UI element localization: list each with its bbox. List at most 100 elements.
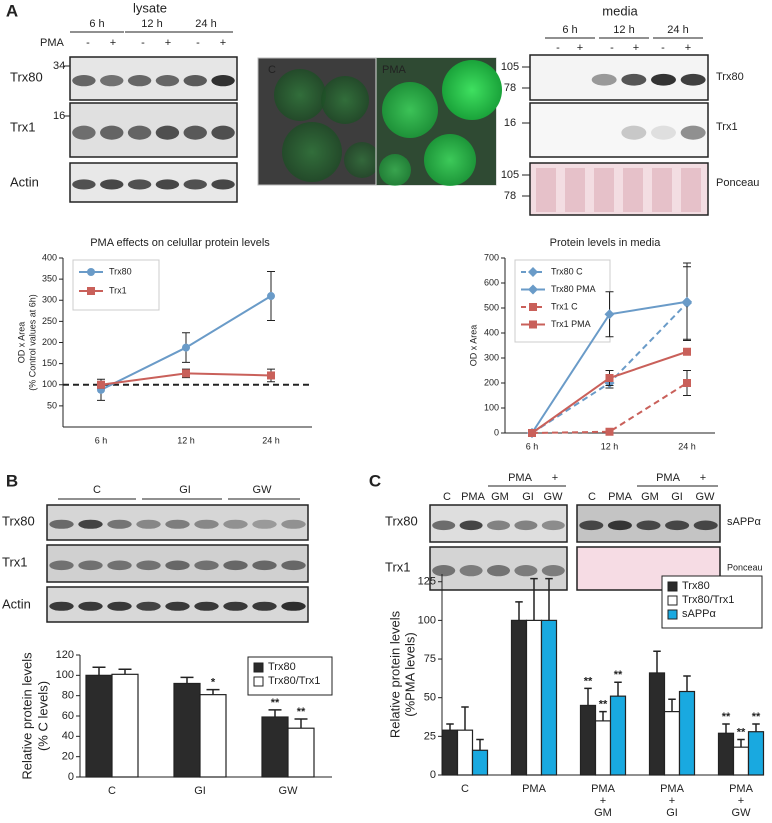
blot-band xyxy=(621,125,647,140)
row-label: Trx80 xyxy=(385,513,418,528)
bar xyxy=(111,673,139,778)
blot-band xyxy=(136,519,161,529)
legend-label: Trx80 xyxy=(109,266,132,276)
time-label: 24 h xyxy=(667,24,688,36)
point xyxy=(182,369,190,378)
sign-label: + xyxy=(110,37,116,49)
y-tick-label: 150 xyxy=(42,358,57,368)
y-tick-label: 0 xyxy=(68,771,74,783)
time-label: 12 h xyxy=(141,18,162,30)
group-label: C xyxy=(93,484,101,496)
blot-band xyxy=(127,179,152,190)
point xyxy=(529,320,537,329)
bar xyxy=(525,619,543,776)
bar xyxy=(287,727,315,778)
bar xyxy=(732,746,750,776)
y-tick-label: 20 xyxy=(62,751,74,763)
bar xyxy=(663,711,681,776)
point xyxy=(97,380,105,389)
treatment-label: PMA xyxy=(656,472,681,484)
x-tick-label: GW xyxy=(279,785,299,797)
error-bar xyxy=(668,698,676,712)
lane-label: C xyxy=(443,491,451,503)
y-tick-label: 50 xyxy=(47,400,57,410)
blot-band xyxy=(165,519,190,529)
point xyxy=(87,268,95,276)
sign-label: + xyxy=(633,42,639,54)
blot-band xyxy=(165,601,190,611)
blot-band xyxy=(183,125,207,140)
error-bar xyxy=(446,723,454,731)
error-bar xyxy=(476,738,484,751)
legend-label: sAPPα xyxy=(682,608,717,620)
chart-title: Protein levels in media xyxy=(550,237,662,249)
legend-swatch xyxy=(253,662,264,673)
row-label: Actin xyxy=(10,174,39,189)
blot-band xyxy=(155,75,180,87)
point xyxy=(604,309,615,320)
treatment-label: PMA xyxy=(40,37,65,49)
point xyxy=(528,267,538,277)
error-bar xyxy=(515,601,523,621)
blot-band xyxy=(107,560,132,571)
blot xyxy=(529,102,709,158)
sign-label: - xyxy=(86,37,90,49)
blot-band xyxy=(78,519,103,529)
row-label: Ponceau xyxy=(727,562,763,572)
blot-band xyxy=(591,73,617,86)
blot-band xyxy=(459,565,483,577)
row-label: Trx1 xyxy=(385,559,411,574)
lane-label: PMA xyxy=(608,491,633,503)
sign-label: + xyxy=(577,42,583,54)
series-line xyxy=(531,382,688,434)
blot-band xyxy=(183,179,207,190)
blot xyxy=(529,162,709,216)
blot-band xyxy=(252,601,277,611)
error-bar xyxy=(584,687,592,706)
y-axis-label: (%PMA levels) xyxy=(402,632,417,717)
cell xyxy=(344,142,380,178)
blot-band xyxy=(211,75,235,87)
significance-label: * xyxy=(211,676,216,688)
blot xyxy=(429,504,568,543)
bar xyxy=(747,731,765,776)
ponceau-lane xyxy=(594,168,614,212)
bar xyxy=(717,732,735,776)
significance-label: ** xyxy=(297,706,306,718)
panel-letter: B xyxy=(6,471,18,490)
error-bar xyxy=(294,718,308,729)
y-tick-label: 100 xyxy=(42,379,57,389)
y-axis-label: Relative protein levels xyxy=(19,652,34,780)
group-label: GW xyxy=(253,484,273,496)
blot-band xyxy=(49,601,74,611)
x-tick-label: 6 h xyxy=(526,441,539,451)
time-label: 24 h xyxy=(195,18,216,30)
treatment-label: PMA xyxy=(508,472,533,484)
y-tick-label: 300 xyxy=(42,295,57,305)
y-tick-label: 0 xyxy=(494,427,499,437)
y-tick-label: 25 xyxy=(424,730,436,742)
blot-band xyxy=(636,520,661,531)
x-tick-label: 24 h xyxy=(678,441,696,451)
blot-band xyxy=(607,520,632,531)
error-bar xyxy=(737,738,745,748)
blot-band xyxy=(665,520,690,531)
blot-band xyxy=(194,519,219,529)
cell xyxy=(274,69,326,121)
y-tick-label: 700 xyxy=(484,252,499,262)
blot-band xyxy=(194,601,219,611)
lane-label: C xyxy=(588,491,596,503)
y-tick-label: 500 xyxy=(484,302,499,312)
blot-band xyxy=(459,520,483,531)
ponceau-lane xyxy=(536,168,556,212)
blot-band xyxy=(252,560,277,571)
legend-swatch xyxy=(667,581,678,592)
legend-label: Trx1 xyxy=(109,285,127,295)
panel-letter: C xyxy=(369,471,381,490)
point xyxy=(529,303,537,311)
sign-label: - xyxy=(141,37,145,49)
y-tick-label: 200 xyxy=(42,337,57,347)
blot-band xyxy=(541,520,565,531)
point xyxy=(528,284,538,295)
